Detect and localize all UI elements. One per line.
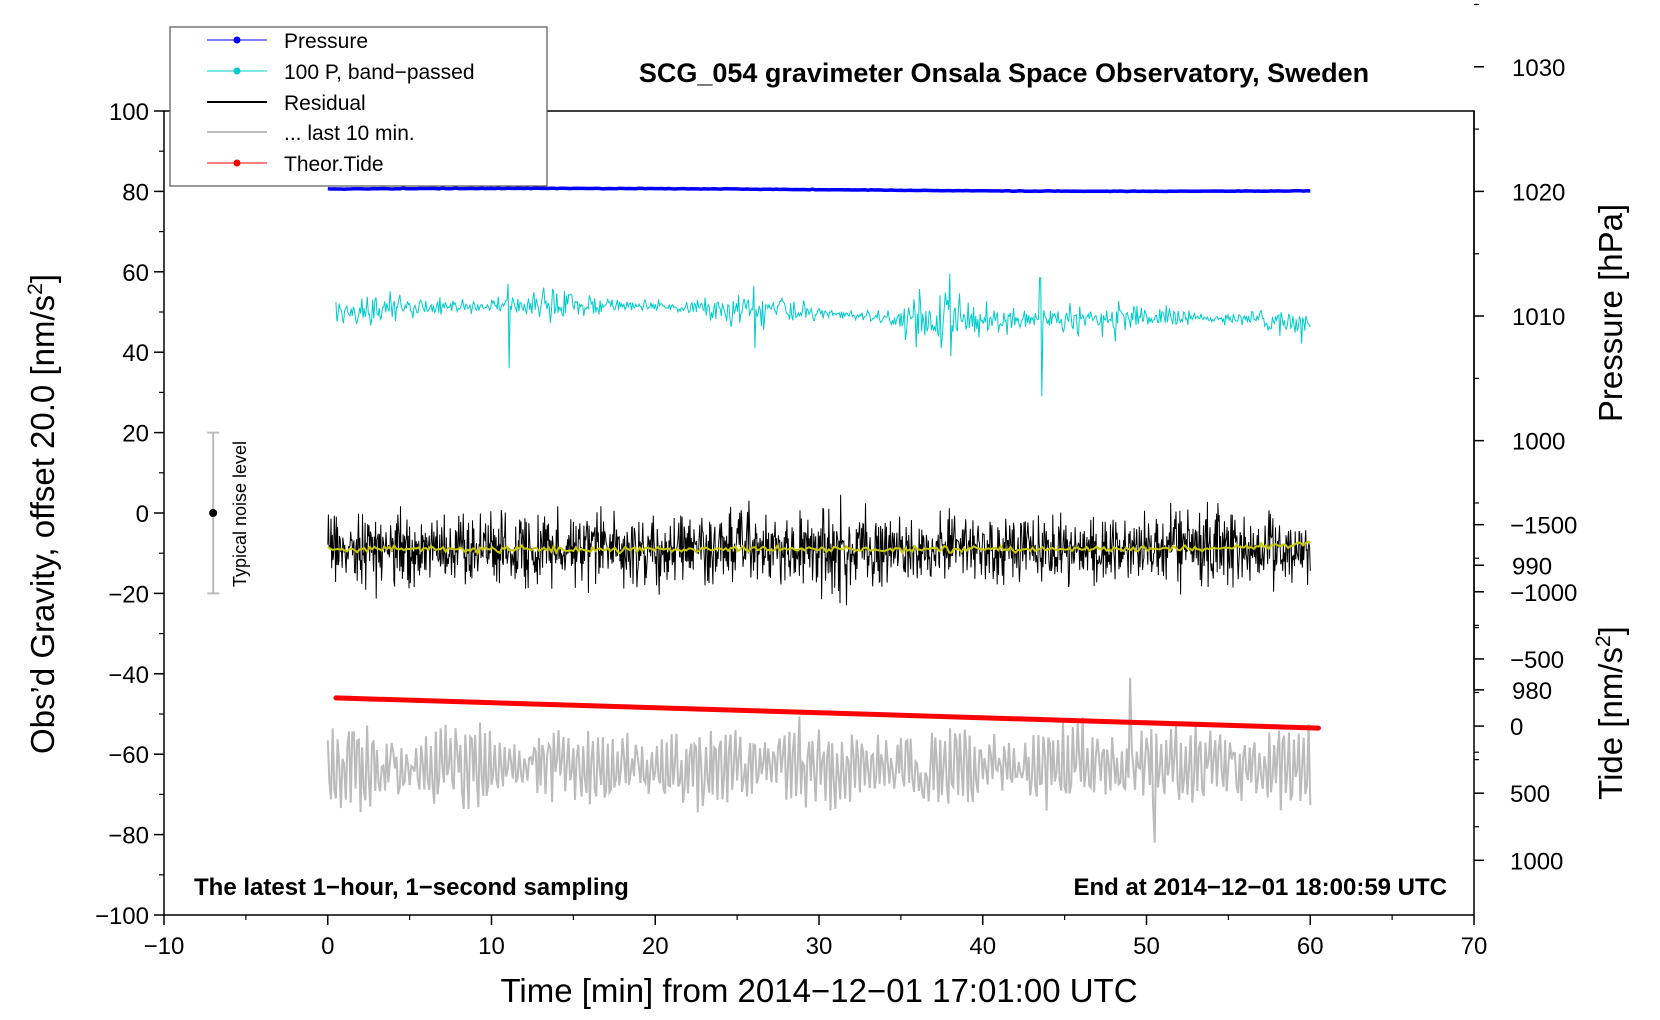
noise-bar-center bbox=[209, 509, 218, 517]
typical-noise-bar bbox=[207, 431, 220, 595]
pressure-axis: 980 990 1000 1010 1020 1030 bbox=[1473, 3, 1565, 753]
y-tick-label: −40 bbox=[108, 662, 149, 689]
y-tick-label: 0 bbox=[136, 501, 149, 528]
x-tick-label: 10 bbox=[478, 933, 505, 960]
x-tick-label: 40 bbox=[969, 933, 996, 960]
x-tick-label: 70 bbox=[1461, 933, 1488, 960]
y-tick-label: −60 bbox=[108, 742, 149, 769]
y-tick-label: 40 bbox=[122, 340, 149, 367]
series-residual bbox=[327, 494, 1311, 606]
legend-label-bandpassed: 100 P, band−passed bbox=[284, 61, 475, 84]
y-tick-label: 60 bbox=[122, 260, 149, 287]
x-axis: −10 0 10 20 30 40 50 60 70 bbox=[144, 915, 1488, 960]
y-tick-label: 80 bbox=[122, 179, 149, 206]
series-last-10-min bbox=[326, 677, 1312, 843]
legend-marker-bandpassed bbox=[233, 67, 241, 75]
legend-label-pressure: Pressure bbox=[284, 30, 368, 53]
y-tick-label: −100 bbox=[95, 903, 149, 930]
tide-tick-label: −1000 bbox=[1510, 580, 1577, 607]
x-tick-label: 0 bbox=[321, 933, 334, 960]
x-tick-label: −10 bbox=[144, 933, 185, 960]
pressure-tick-label: 1000 bbox=[1512, 429, 1565, 456]
typical-noise-label: Typical noise level bbox=[230, 441, 250, 587]
x-tick-label: 50 bbox=[1133, 933, 1160, 960]
pressure-tick-label: 1010 bbox=[1512, 304, 1565, 331]
tide-tick-label: −500 bbox=[1510, 647, 1564, 674]
series-layer bbox=[326, 186, 1321, 843]
y-axis-label-left-text: Obs’d Gravity, offset 20.0 [nm/s bbox=[24, 295, 61, 754]
x-axis-label: Time [min] from 2014−12−01 17:01:00 UTC bbox=[500, 972, 1137, 1009]
legend-marker-pressure bbox=[233, 36, 241, 44]
series-band-passed bbox=[335, 273, 1311, 397]
sampling-note: The latest 1−hour, 1−second sampling bbox=[194, 874, 629, 901]
tide-axis-label-close: ] bbox=[1592, 626, 1629, 635]
tide-axis-label-text: Tide [nm/s bbox=[1592, 647, 1629, 800]
tide-tick-label: 0 bbox=[1510, 714, 1523, 741]
tide-tick-label: 500 bbox=[1510, 781, 1550, 808]
legend-marker-tide bbox=[233, 159, 241, 167]
chart-title: SCG_054 gravimeter Onsala Space Observat… bbox=[639, 58, 1369, 88]
legend: Pressure 100 P, band−passed Residual ...… bbox=[169, 26, 548, 187]
legend-label-residual: Residual bbox=[284, 92, 366, 115]
x-tick-label: 30 bbox=[806, 933, 833, 960]
legend-box bbox=[169, 26, 548, 187]
x-tick-label: 20 bbox=[642, 933, 669, 960]
y-axis-label-left-close: ] bbox=[24, 274, 61, 283]
series-pressure bbox=[327, 186, 1311, 194]
y-tick-label: −20 bbox=[108, 581, 149, 608]
y-tick-label: −80 bbox=[108, 823, 149, 850]
pressure-axis-label: Pressure [hPa] bbox=[1592, 204, 1629, 422]
tide-tick-label: −1500 bbox=[1510, 513, 1577, 540]
y-left-axis: −100 −80 −60 −40 −20 0 20 40 60 80 100 bbox=[95, 99, 164, 930]
legend-label-last10: ... last 10 min. bbox=[284, 122, 415, 145]
tide-axis-label: Tide [nm/s2] bbox=[1592, 626, 1629, 800]
series-residual-smoothed bbox=[327, 540, 1311, 556]
end-time-note: End at 2014−12−01 18:00:59 UTC bbox=[1073, 874, 1447, 901]
pressure-tick-label: 990 bbox=[1512, 553, 1552, 580]
tide-tick-label: 1000 bbox=[1510, 848, 1563, 875]
pressure-tick-label: 1020 bbox=[1512, 179, 1565, 206]
pressure-tick-label: 1030 bbox=[1512, 55, 1565, 82]
x-tick-label: 60 bbox=[1297, 933, 1324, 960]
tide-axis: −1500 −1000 −500 0 500 1000 bbox=[1474, 513, 1577, 875]
legend-label-tide: Theor.Tide bbox=[284, 153, 384, 176]
y-tick-label: 20 bbox=[122, 421, 149, 448]
tide-axis-label-sup: 2 bbox=[1592, 635, 1615, 647]
series-theor-tide bbox=[333, 695, 1321, 731]
y-axis-label-left: Obs’d Gravity, offset 20.0 [nm/s2] bbox=[24, 274, 61, 754]
y-tick-label: 100 bbox=[109, 99, 149, 126]
pressure-tick-label: 980 bbox=[1512, 678, 1552, 705]
y-axis-label-left-sup: 2 bbox=[24, 283, 47, 295]
